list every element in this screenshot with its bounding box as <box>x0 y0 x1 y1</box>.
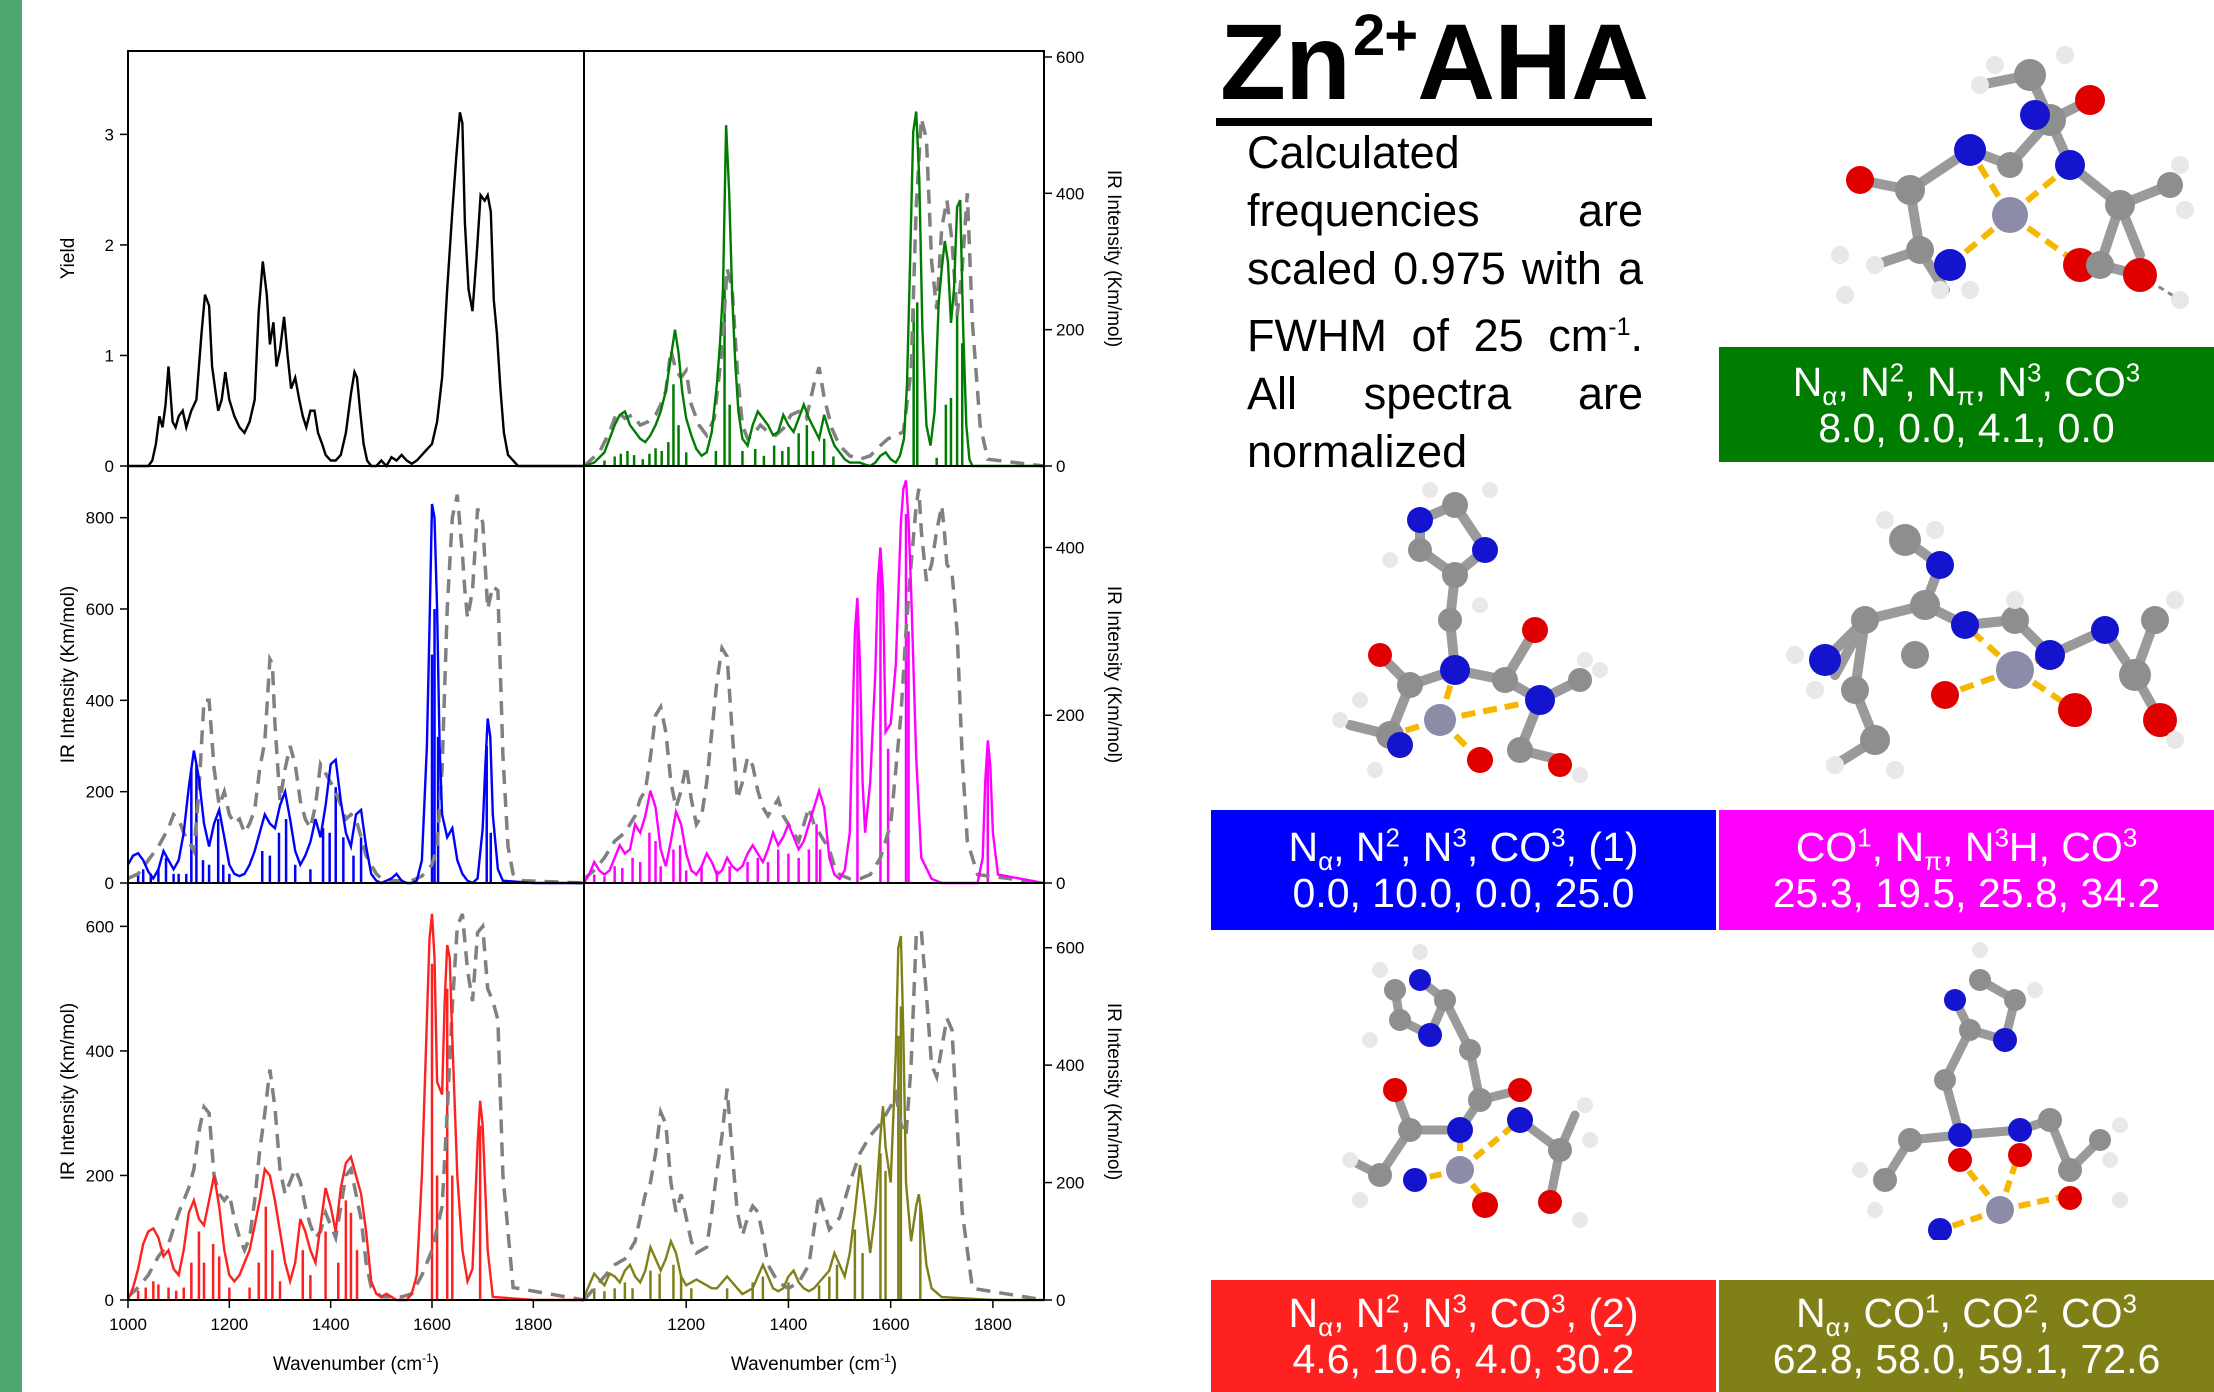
panel-experimental: 0 1 2 3 Yield <box>58 112 584 476</box>
side-accent-bar <box>0 0 22 1392</box>
ytick-label-olive: 200 <box>1056 1174 1084 1193</box>
ytick-label-green: 600 <box>1056 48 1084 67</box>
spectrum-experimental <box>128 112 584 469</box>
ytick-label-olive: 0 <box>1056 1291 1065 1310</box>
ytick-label-red: 0 <box>105 1291 114 1310</box>
label-olive: Nα, CO1, CO2, CO3 62.8, 58.0, 59.1, 72.6 <box>1719 1280 2214 1392</box>
spectrum-blue <box>126 503 584 885</box>
panel-blue: 0 200 400 600 800 IR Intensity (Km/mol) <box>58 494 585 893</box>
label-green-title: Nα, N2, Nπ, N3, CO3 <box>1792 356 2141 411</box>
xlabel: Wavenumber (cm-1) <box>731 1351 897 1375</box>
molecule-olive <box>1852 942 2128 1240</box>
label-green: Nα, N2, Nπ, N3, CO3 8.0, 0.0, 4.1, 0.0 <box>1719 347 2214 462</box>
xtick-label: 1400 <box>770 1315 808 1334</box>
xtick-label: 1200 <box>210 1315 248 1334</box>
panel-olive: 0 200 400 600 IR Intensity (Km/mol) <box>582 925 1124 1310</box>
label-blue: Nα, N2, N3, CO3, (1) 0.0, 10.0, 0.0, 25.… <box>1211 810 1716 930</box>
ylabel-green: IR Intensity (Km/mol) <box>1103 170 1124 347</box>
label-olive-title: Nα, CO1, CO2, CO3 <box>1796 1288 2137 1343</box>
ytick-label-green: 0 <box>1056 457 1065 476</box>
molecule-red <box>1342 944 1598 1228</box>
ytick-label-blue: 800 <box>86 509 114 528</box>
experimental-dashed-red <box>126 913 585 1302</box>
ytick-label-red: 600 <box>86 917 114 936</box>
note-sup: -1 <box>1608 313 1631 341</box>
label-blue-energies: 0.0, 10.0, 0.0, 25.0 <box>1292 870 1635 916</box>
xtick-label: 1200 <box>667 1315 705 1334</box>
label-red: Nα, N2, N3, CO3, (2) 4.6, 10.6, 4.0, 30.… <box>1211 1280 1716 1392</box>
xtick-label: 1600 <box>413 1315 451 1334</box>
ytick-label-green: 400 <box>1056 184 1084 203</box>
page-title: Zn2+AHA <box>1216 3 1653 127</box>
spectra-figure: 0 1 2 3 Yield 0 200 400 600 IR Intensity (Km/mol)… <box>58 48 1124 1375</box>
experimental-dashed-olive <box>582 925 1045 1302</box>
label-magenta: CO1, Nπ, N3H, CO3 25.3, 19.5, 25.8, 34.2 <box>1719 810 2214 930</box>
xtick-label: 1800 <box>514 1315 552 1334</box>
ytick-label-red: 400 <box>86 1042 114 1061</box>
ytick-label-experimental: 1 <box>105 346 114 365</box>
xtick-label: 1600 <box>872 1315 910 1334</box>
xlabel: Wavenumber (cm-1) <box>273 1351 439 1375</box>
ytick-label-experimental: 2 <box>105 236 114 255</box>
label-magenta-title: CO1, Nπ, N3H, CO3 <box>1795 822 2138 877</box>
label-red-title: Nα, N2, N3, CO3, (2) <box>1288 1288 1639 1343</box>
panel-red: 0 200 400 600 IR Intensity (Km/mol) <box>58 913 585 1310</box>
ylabel-magenta: IR Intensity (Km/mol) <box>1103 586 1124 763</box>
label-blue-title: Nα, N2, N3, CO3, (1) <box>1288 822 1639 877</box>
ytick-label-olive: 400 <box>1056 1056 1084 1075</box>
xtick-label: 1000 <box>109 1315 147 1334</box>
label-red-energies: 4.6, 10.6, 4.0, 30.2 <box>1292 1336 1635 1382</box>
ylabel-experimental: Yield <box>58 238 79 280</box>
title-charge: 2+ <box>1352 3 1418 68</box>
spectrum-magenta <box>582 480 1045 885</box>
ytick-label-blue: 0 <box>105 874 114 893</box>
ytick-label-magenta: 400 <box>1056 538 1084 557</box>
experimental-dashed-magenta <box>582 488 1045 885</box>
ytick-label-red: 200 <box>86 1166 114 1185</box>
ytick-label-experimental: 0 <box>105 457 114 476</box>
ytick-label-experimental: 3 <box>105 125 114 144</box>
ytick-label-blue: 200 <box>86 783 114 802</box>
ytick-label-blue: 600 <box>86 600 114 619</box>
ytick-label-magenta: 0 <box>1056 874 1065 893</box>
spectrum-green <box>583 111 1044 468</box>
label-green-energies: 8.0, 0.0, 4.1, 0.0 <box>1818 404 2115 451</box>
ytick-label-blue: 400 <box>86 691 114 710</box>
plot-frame <box>127 50 1045 1301</box>
label-olive-energies: 62.8, 58.0, 59.1, 72.6 <box>1772 1336 2161 1382</box>
note-tail: . All spectra are normalized <box>1247 310 1643 477</box>
ytick-label-magenta: 200 <box>1056 706 1084 725</box>
ytick-label-green: 200 <box>1056 321 1084 340</box>
note-text: Calculated frequencies are scaled 0.975 … <box>1247 127 1643 361</box>
ytick-label-olive: 600 <box>1056 939 1084 958</box>
panel-magenta: 0 200 400 IR Intensity (Km/mol) <box>582 480 1124 893</box>
molecule-blue <box>1332 482 1608 783</box>
xtick-label: 1800 <box>974 1315 1012 1334</box>
ylabel-red: IR Intensity (Km/mol) <box>58 1003 79 1180</box>
experimental-dashed-blue <box>127 494 585 885</box>
spectrum-red <box>126 913 584 1302</box>
title-zn: Zn <box>1220 1 1351 122</box>
ylabel-olive: IR Intensity (Km/mol) <box>1103 1003 1124 1180</box>
experimental-dashed-green <box>582 117 1045 468</box>
molecule-magenta <box>1786 511 2184 779</box>
label-magenta-energies: 25.3, 19.5, 25.8, 34.2 <box>1772 870 2161 916</box>
calculation-note: Calculated frequencies are scaled 0.975 … <box>1247 124 1643 481</box>
xtick-label: 1400 <box>312 1315 350 1334</box>
molecule-green <box>1831 46 2194 309</box>
title-aha: AHA <box>1417 1 1649 122</box>
spectrum-olive <box>582 935 1044 1302</box>
ylabel-blue: IR Intensity (Km/mol) <box>58 586 79 763</box>
panel-green: 0 200 400 600 IR Intensity (Km/mol) <box>582 48 1124 476</box>
